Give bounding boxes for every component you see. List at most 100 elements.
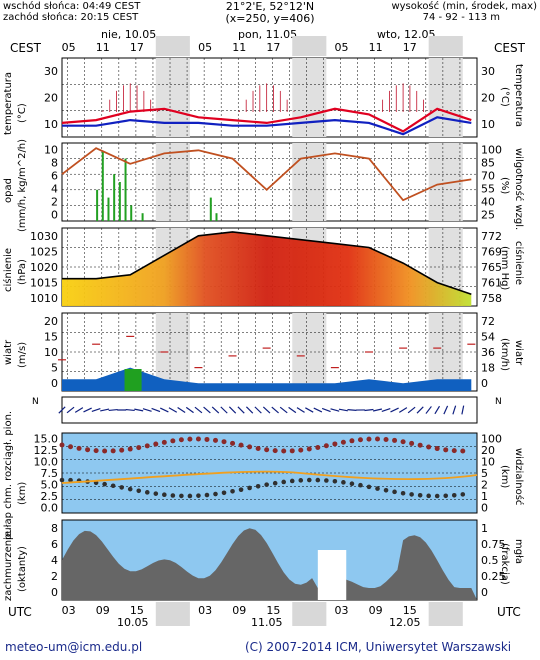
wind-direction-arrow [168, 407, 178, 413]
precip-bar [107, 197, 110, 221]
cloud-top-dot [426, 493, 431, 499]
tick-label-right: 55 [481, 183, 495, 196]
tick-label-left: 30 [44, 65, 58, 78]
tick-label-left: 10.0 [34, 456, 59, 469]
wind-strong-band [124, 369, 142, 391]
cloud-top-dot [162, 492, 167, 498]
hour-label-bottom: 03 [198, 604, 213, 617]
temp-left-label: temperatura [3, 71, 14, 135]
footer-email[interactable]: meteo-um@icm.edu.pl [5, 640, 143, 654]
vis-left-unit: (km) [17, 481, 28, 505]
night-band [428, 602, 463, 626]
wind-direction-arrow [211, 406, 220, 414]
tick-label-left: 8 [51, 157, 58, 170]
wind-direction-arrow [321, 407, 331, 413]
panel-precip [61, 142, 478, 222]
cloud-top-dot [332, 478, 338, 484]
sunrise-text: wschód słońca: 04:49 CEST [3, 1, 141, 12]
compass-n-right: N [495, 397, 502, 407]
grid-text: (x=250, y=406) [225, 12, 315, 25]
wind-direction-arrow [74, 407, 84, 413]
night-band [155, 36, 190, 56]
temp-right-label: temperatura [513, 64, 524, 128]
tick-label-right: 25 [481, 209, 495, 222]
wind-direction-arrow [381, 407, 391, 413]
tick-label-right: 10 [481, 118, 495, 131]
tick-label-right: 36 [481, 346, 495, 359]
night-band [292, 58, 327, 137]
tick-label-right: 20 [481, 92, 495, 105]
tick-label-left: 2 [51, 570, 58, 583]
clear-sky-patch [317, 550, 347, 600]
tick-label-right: 100 [481, 144, 502, 157]
tick-label-right: 1 [481, 490, 488, 503]
wind-direction-arrow [228, 406, 237, 414]
clouds-right-unit: (frakcja) [499, 543, 510, 585]
tick-label-left: 4 [51, 183, 58, 196]
dewpoint-line [62, 116, 472, 136]
cloud-top-dot [349, 481, 355, 486]
cloud-top-dot [204, 492, 210, 498]
cloud-base-dot [59, 442, 65, 448]
timezone-top-right: CEST [494, 41, 525, 55]
cloud-top-dot [341, 480, 346, 485]
cloud-top-dot [434, 493, 440, 499]
precip-bar [141, 213, 144, 221]
tick-label-right: 100 [481, 433, 502, 446]
wind-direction-arrow [237, 406, 245, 414]
precip-bar [215, 213, 218, 221]
precip-bar [101, 150, 104, 221]
tick-label-left: 10 [44, 144, 58, 157]
wind-direction-arrow [434, 405, 441, 415]
clouds-right-label: mgła [513, 539, 524, 565]
cloud-base-dot [434, 446, 440, 452]
visibility-line [61, 470, 478, 484]
tick-label-left: 1020 [30, 261, 58, 274]
compass-n-left: N [32, 397, 39, 407]
wind-direction-arrow [100, 408, 110, 412]
temperature-line [61, 107, 472, 133]
tick-label-right: 70 [481, 170, 495, 183]
hour-label-top: 05 [61, 41, 76, 54]
pressure-line [62, 231, 472, 296]
tick-label-right: 20 [481, 444, 495, 457]
panel-clouds [61, 519, 478, 601]
timezone-top-left: CEST [10, 41, 41, 55]
cloud-base-dot [110, 448, 116, 454]
hour-label-bottom: 15 [266, 604, 281, 617]
night-band [292, 602, 327, 626]
tick-label-left: 15 [44, 330, 58, 343]
wind-direction-arrow [461, 405, 465, 415]
wind-direction-arrow [347, 408, 357, 412]
cloud-top-dot [230, 489, 235, 494]
wind-direction-arrow [91, 408, 101, 412]
sunset-text: zachód słońca: 20:15 CEST [3, 12, 139, 23]
cloud-top-dot [383, 487, 389, 493]
wind-direction-arrow [288, 406, 297, 414]
wind-area [62, 367, 472, 391]
hour-label-bottom: 09 [95, 604, 110, 617]
wind-right-unit: (km/h) [499, 338, 510, 372]
panel-temperature [61, 57, 478, 138]
cloud-top-dot [179, 493, 184, 499]
tick-label-right: 40 [481, 196, 495, 209]
cloud-base-dot [298, 447, 304, 453]
cloud-top-dot [213, 491, 218, 497]
cloud-base-dot [392, 437, 398, 443]
cloud-cover-area [62, 528, 477, 600]
hour-label-top: 05 [334, 41, 349, 54]
precip-bar [96, 189, 99, 221]
cloud-top-dot [153, 491, 159, 496]
timezone-bottom-left: UTC [8, 605, 32, 619]
wind-direction-arrow [407, 406, 416, 414]
tick-label-left: 20 [44, 92, 58, 105]
cloud-top-dot [417, 492, 423, 498]
cloud-base-dot [366, 436, 372, 442]
cloud-base-dot [153, 441, 159, 447]
wind-direction-arrow [262, 406, 271, 414]
night-band [428, 58, 463, 137]
cloud-base-dot [255, 445, 261, 451]
cloud-base-dot [170, 438, 176, 444]
cloud-base-dot [187, 436, 193, 442]
tick-label-left: 7.5 [41, 467, 59, 480]
